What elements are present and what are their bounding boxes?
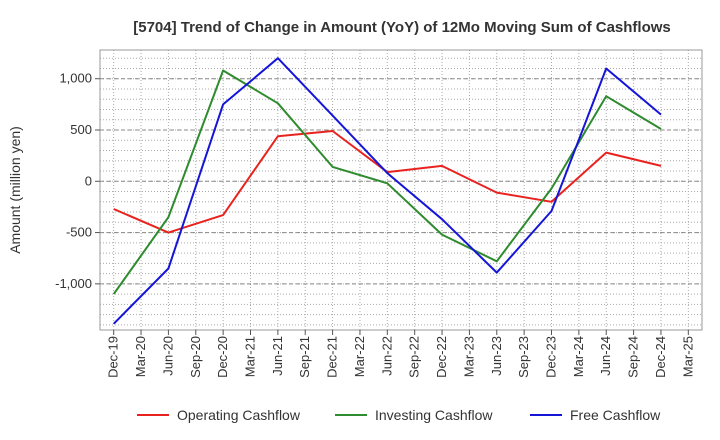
operating-cashflow-legend-label: Operating Cashflow [177, 407, 301, 423]
x-tick-label: Sep-21 [297, 336, 312, 378]
y-axis: -1,000 -500 0 500 1,000 [55, 71, 100, 291]
x-tick-label: Jun-23 [489, 336, 504, 376]
x-tick-label: Jun-21 [270, 336, 285, 376]
legend: Operating Cashflow Investing Cashflow Free… [137, 407, 661, 423]
y-tick-label: -500 [66, 225, 92, 240]
x-tick-label: Jun-24 [598, 336, 613, 376]
x-axis: Dec-19 Mar-20 Jun-20 Sep-20 Dec-20 Mar-21 Jun-… [106, 330, 695, 378]
investing-cashflow-legend-label: Investing Cashflow [375, 407, 493, 423]
x-tick-label: Dec-21 [325, 336, 340, 378]
y-axis-label: Amount (million yen) [7, 126, 23, 254]
x-tick-label: Mar-23 [461, 336, 476, 377]
grid [100, 50, 702, 330]
y-tick-label: 500 [70, 122, 92, 137]
x-tick-label: Sep-23 [516, 336, 531, 378]
x-tick-label: Mar-24 [571, 336, 586, 377]
x-tick-label: Mar-20 [133, 336, 148, 377]
x-tick-label: Sep-22 [407, 336, 422, 378]
y-tick-label: 1,000 [59, 71, 92, 86]
plot-area-frame [99, 49, 703, 331]
y-tick-label: -1,000 [55, 276, 92, 291]
x-tick-label: Dec-22 [434, 336, 449, 378]
chart-title: [5704] Trend of Change in Amount (YoY) o… [133, 19, 671, 36]
x-tick-label: Jun-22 [379, 336, 394, 376]
free-cashflow-legend-label: Free Cashflow [570, 407, 661, 423]
x-tick-label: Mar-21 [243, 336, 258, 377]
x-tick-label: Dec-24 [653, 336, 668, 378]
x-tick-label: Sep-20 [188, 336, 203, 378]
x-tick-label: Jun-20 [160, 336, 175, 376]
x-tick-label: Mar-25 [680, 336, 695, 377]
x-tick-label: Dec-23 [544, 336, 559, 378]
investing-cashflow-line [112, 69, 662, 295]
series-lines [112, 57, 662, 325]
x-tick-label: Dec-19 [106, 336, 121, 378]
x-tick-label: Sep-24 [626, 336, 641, 378]
y-tick-label: 0 [85, 173, 92, 188]
x-tick-label: Mar-22 [352, 336, 367, 377]
free-cashflow-line [112, 57, 662, 325]
x-tick-label: Dec-20 [215, 336, 230, 378]
